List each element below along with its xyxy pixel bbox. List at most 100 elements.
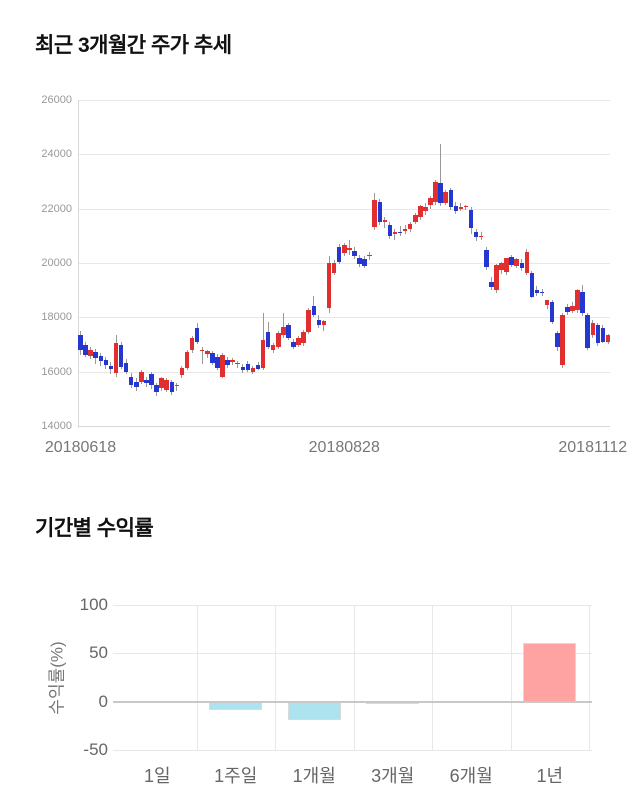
candle-wick [394,229,396,240]
candle-body [311,306,317,315]
candle-body [367,254,372,257]
candle-body [494,265,499,291]
candle-body [357,257,362,265]
y-axis-title: 수익률(%) [47,640,67,715]
candle-body [326,263,332,309]
grid-line [353,605,355,750]
negative-return-bar [287,701,341,721]
candle-body [139,371,144,382]
candle-body [585,315,590,349]
candle-body [443,191,448,203]
grid-line [196,605,198,750]
candle-body [179,368,185,375]
candle-body [544,299,550,306]
candle-body [255,364,261,369]
grid-line [78,263,610,264]
grid-line [275,605,276,750]
candle-body [98,356,104,362]
x-axis-tick-label: 20180618 [44,439,117,456]
candle-body [473,231,479,237]
candle-body [580,291,585,314]
candle-body [392,231,398,235]
y-axis-tick-label: 16000 [41,365,72,378]
candle-body [560,315,565,366]
candle-wick [348,239,350,255]
candle-body [321,321,327,326]
y-axis-tick-label: 50 [89,643,108,663]
candle-wick [201,347,203,364]
candle-body [118,344,124,367]
candle-body [164,379,169,390]
candle-body [407,223,413,230]
candle-body [514,259,519,266]
candle-body [215,356,220,369]
candle-body [78,334,83,350]
candle-body [402,229,408,231]
candle-wick [460,203,462,212]
candle-wick [384,216,386,228]
candle-body [549,301,555,322]
candle-body [555,333,560,347]
candle-wick [440,144,442,206]
candle-body [377,201,382,222]
y-axis-tick-label: -50 [83,740,108,759]
grid-line [589,605,590,750]
candle-body [397,231,403,234]
y-axis-tick-label: 20000 [41,257,72,269]
grid-line [113,750,592,751]
candle-body [88,349,93,357]
candle-body [220,355,225,377]
returns-chart-title: 기간별 수익률 [35,517,154,540]
candle-body [286,324,291,339]
candle-body [149,374,154,386]
candle-body [534,289,540,294]
candle-body [504,258,509,272]
candle-wick [399,226,401,236]
zero-axis-line [113,700,592,703]
candle-body [225,359,230,365]
candle-body [169,381,175,392]
candle-body [463,205,469,208]
y-axis-tick-label: 0 [98,691,108,711]
candle-body [453,205,459,212]
grid-line [78,426,610,427]
candle-body [382,219,388,223]
candle-body [250,368,256,372]
candle-body [159,378,164,389]
candle-body [342,245,347,253]
candle-body [128,376,134,385]
candle-body [306,309,311,332]
candle-body [103,359,109,365]
category-label: 1개월 [292,766,336,786]
y-axis-tick-label: 26000 [41,94,72,106]
candle-body [265,331,271,347]
y-axis-tick-label: 18000 [41,311,72,324]
candle-body [316,320,322,326]
candle-body [387,224,393,236]
candle-body [240,366,246,371]
candle-body [509,256,514,266]
candle-body [423,207,428,212]
grid-line [78,371,610,373]
candle-body [336,246,342,262]
positive-return-bar [523,642,577,702]
x-axis-tick-label: 20180828 [308,439,380,456]
candle-wick [282,313,284,338]
negative-return-bar [209,701,263,711]
candle-body [291,341,296,347]
candle-body [189,338,195,350]
candle-body [428,198,433,205]
candle-body [438,183,443,204]
candle-body [418,205,423,217]
candle-body [194,328,200,342]
candle-body [448,190,453,207]
grid-line [510,605,512,750]
candle-body [245,363,251,371]
candle-body [372,199,377,227]
candle-wick [176,382,178,391]
candle-body [199,349,205,352]
grid-line [113,605,592,606]
grid-line [78,100,610,101]
y-axis-tick-label: 22000 [41,202,72,215]
candle-body [590,323,596,335]
